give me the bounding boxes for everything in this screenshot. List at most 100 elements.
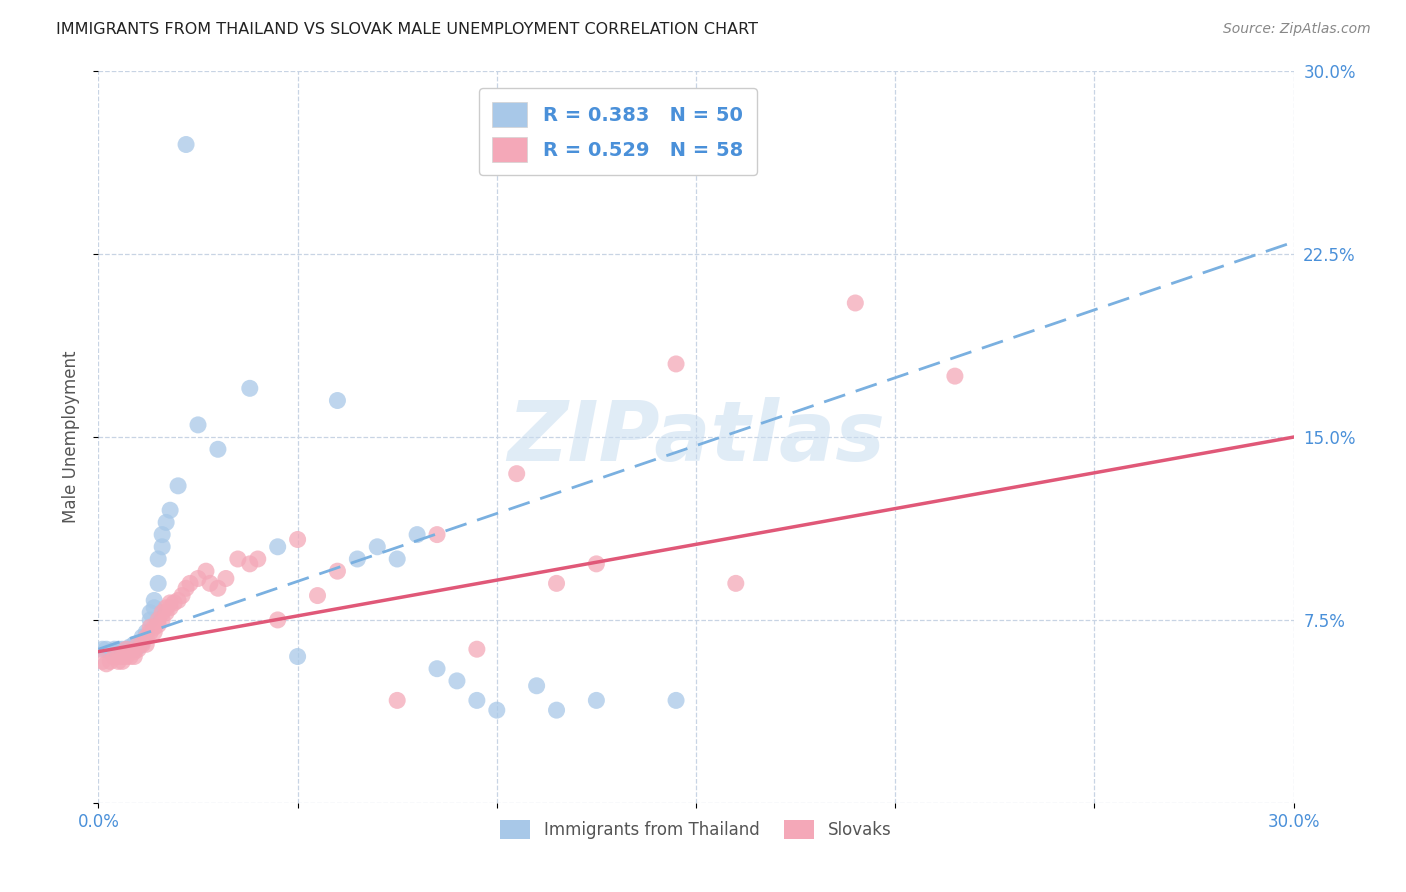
Point xyxy=(406,527,429,541)
Legend: Immigrants from Thailand, Slovaks: Immigrants from Thailand, Slovaks xyxy=(494,814,898,846)
Point xyxy=(139,606,162,620)
Point xyxy=(148,617,170,632)
Point xyxy=(131,630,153,644)
Point xyxy=(267,613,290,627)
Point xyxy=(115,642,138,657)
Point xyxy=(485,703,508,717)
Text: ZIPatlas: ZIPatlas xyxy=(508,397,884,477)
Point xyxy=(215,572,238,586)
Text: IMMIGRANTS FROM THAILAND VS SLOVAK MALE UNEMPLOYMENT CORRELATION CHART: IMMIGRANTS FROM THAILAND VS SLOVAK MALE … xyxy=(56,22,758,37)
Point xyxy=(546,576,568,591)
Point xyxy=(91,642,114,657)
Point xyxy=(127,640,149,654)
Point xyxy=(226,552,249,566)
Point xyxy=(120,642,142,657)
Point xyxy=(150,613,173,627)
Point xyxy=(115,642,138,657)
Point xyxy=(167,479,190,493)
Point xyxy=(96,657,118,671)
Point xyxy=(107,642,129,657)
Point xyxy=(174,137,197,152)
Point xyxy=(155,606,177,620)
Point xyxy=(127,637,149,651)
Point xyxy=(107,649,129,664)
Point xyxy=(187,572,209,586)
Point xyxy=(155,600,177,615)
Point xyxy=(120,645,142,659)
Point xyxy=(143,600,166,615)
Point xyxy=(131,637,153,651)
Point xyxy=(127,637,149,651)
Point xyxy=(546,703,568,717)
Point xyxy=(159,503,181,517)
Point xyxy=(150,540,173,554)
Point xyxy=(111,654,134,668)
Point xyxy=(844,296,866,310)
Point xyxy=(179,576,201,591)
Point xyxy=(103,642,125,657)
Point xyxy=(120,640,142,654)
Point xyxy=(148,576,170,591)
Point xyxy=(198,576,221,591)
Point xyxy=(465,642,488,657)
Point xyxy=(139,625,162,640)
Point xyxy=(346,552,368,566)
Y-axis label: Male Unemployment: Male Unemployment xyxy=(62,351,80,524)
Point xyxy=(135,625,157,640)
Point xyxy=(585,557,607,571)
Point xyxy=(111,645,134,659)
Point xyxy=(385,693,409,707)
Point xyxy=(143,620,166,634)
Point xyxy=(143,593,166,607)
Point xyxy=(131,635,153,649)
Point xyxy=(426,527,449,541)
Point xyxy=(172,589,194,603)
Point xyxy=(187,417,209,432)
Point xyxy=(665,693,688,707)
Point xyxy=(246,552,269,566)
Point xyxy=(385,552,409,566)
Text: Source: ZipAtlas.com: Source: ZipAtlas.com xyxy=(1223,22,1371,37)
Point xyxy=(111,642,134,657)
Point xyxy=(143,625,166,640)
Point xyxy=(155,516,177,530)
Point xyxy=(287,533,309,547)
Point xyxy=(115,645,138,659)
Point xyxy=(207,442,229,457)
Point xyxy=(139,620,162,634)
Point xyxy=(366,540,388,554)
Point xyxy=(91,654,114,668)
Point xyxy=(159,600,181,615)
Point xyxy=(174,581,197,595)
Point xyxy=(139,613,162,627)
Point xyxy=(585,693,607,707)
Point xyxy=(167,593,190,607)
Point xyxy=(159,596,181,610)
Point xyxy=(148,552,170,566)
Point xyxy=(239,381,262,395)
Point xyxy=(150,606,173,620)
Point xyxy=(150,527,173,541)
Point xyxy=(195,564,218,578)
Point xyxy=(103,645,125,659)
Point xyxy=(426,662,449,676)
Point xyxy=(107,654,129,668)
Point xyxy=(526,679,548,693)
Point xyxy=(239,557,262,571)
Point xyxy=(326,393,349,408)
Point xyxy=(98,654,122,668)
Point xyxy=(124,642,146,657)
Point xyxy=(446,673,468,688)
Point xyxy=(506,467,529,481)
Point xyxy=(127,642,149,657)
Point xyxy=(98,645,122,659)
Point xyxy=(107,645,129,659)
Point xyxy=(307,589,329,603)
Point xyxy=(267,540,290,554)
Point xyxy=(465,693,488,707)
Point xyxy=(115,649,138,664)
Point xyxy=(96,642,118,657)
Point xyxy=(135,637,157,651)
Point xyxy=(135,630,157,644)
Point xyxy=(120,649,142,664)
